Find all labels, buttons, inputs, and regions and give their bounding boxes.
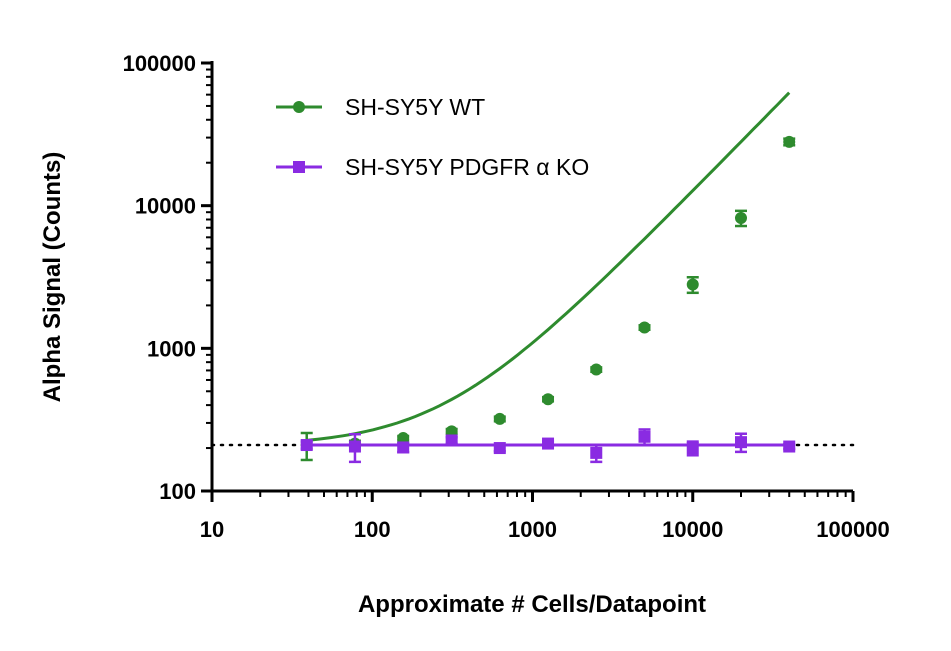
data-point [397,432,410,445]
y-tick-label: 100000 [123,51,196,76]
y-tick-label: 1000 [147,336,196,361]
data-point [493,412,506,425]
data-point [300,439,313,452]
fit-curve [306,91,791,442]
y-tick-label: 10000 [135,194,196,219]
y-tick-label: 100 [159,479,196,504]
data-point [348,440,361,453]
data-point [783,135,796,148]
legend-item-1: SH-SY5Y WT [276,94,485,120]
data-point [590,446,603,459]
legend-marker [293,101,305,113]
data-point [445,425,458,438]
legend: SH-SY5Y WT SH-SY5Y PDGFR α KO [276,94,589,180]
x-tick-label: 10000 [662,517,723,542]
data-point [397,441,410,454]
legend-label: SH-SY5Y WT [345,94,485,120]
data-point [734,436,747,449]
data-point [783,440,796,453]
x-axis-title: Approximate # Cells/Datapoint [358,591,706,618]
data-point [638,430,651,443]
data-point [542,437,555,450]
x-tick-label: 1000 [508,517,557,542]
series-1 [300,91,796,462]
data-point [734,211,747,224]
legend-label: SH-SY5Y PDGFR α KO [345,154,589,180]
data-point [686,442,699,455]
data-point [445,434,458,447]
series-2 [300,428,796,464]
legend-marker [293,161,305,173]
y-axis-title: Alpha Signal (Counts) [39,152,66,403]
x-tick-label: 100000 [816,517,889,542]
data-point [590,363,603,376]
data-layer [300,91,796,464]
x-tick-label: 100 [354,517,391,542]
legend-item-2: SH-SY5Y PDGFR α KO [276,154,589,180]
data-point [493,442,506,455]
data-point [542,393,555,406]
data-point [686,278,699,291]
data-point [638,321,651,334]
x-tick-label: 10 [200,517,224,542]
